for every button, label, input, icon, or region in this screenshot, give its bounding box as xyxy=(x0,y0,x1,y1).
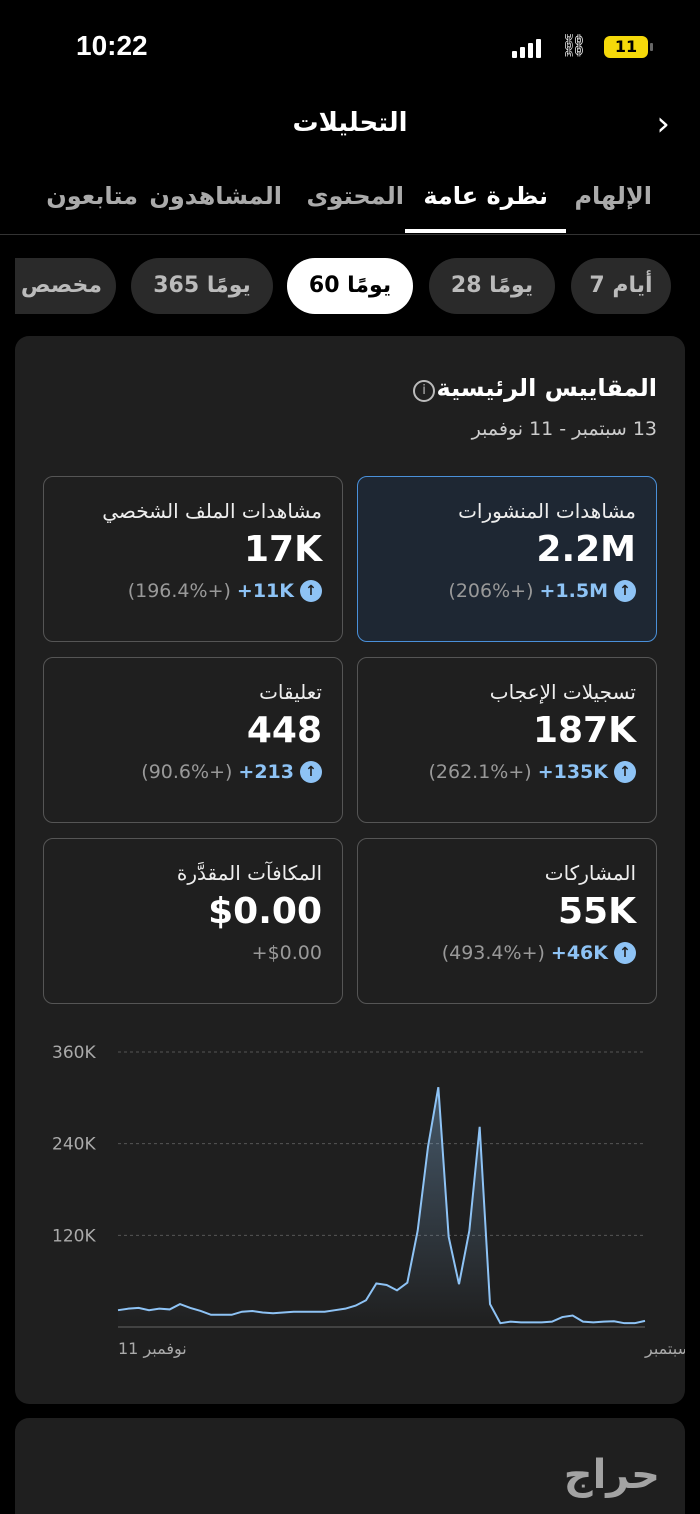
metric-card[interactable]: مشاهدات الملف الشخصي 17K ↑ 11K+ (+196.4%) xyxy=(43,476,343,642)
tab-followers[interactable]: متابعون xyxy=(46,182,138,210)
tab-overview[interactable]: نظرة عامة xyxy=(405,182,566,233)
metric-delta: ↑ 1.5M+ (+206%) xyxy=(378,580,636,602)
tab-bar: الإلهام نظرة عامة المحتوى المشاهدون متاب… xyxy=(0,178,700,235)
arrow-up-icon: ↑ xyxy=(300,580,322,602)
metric-label: مشاهدات المنشورات xyxy=(458,499,636,523)
delta-value: 46K+ xyxy=(550,942,608,964)
period-28-days[interactable]: 28 يومًا xyxy=(429,258,555,314)
link-icon: ⛓ xyxy=(560,34,588,59)
tab-audience[interactable]: المشاهدون xyxy=(149,182,282,210)
delta-value: 11K+ xyxy=(236,580,294,602)
clock: 10:22 xyxy=(76,30,148,61)
metric-card[interactable]: المكافآت المقدَّرة $0.00 $0.00+ xyxy=(43,838,343,1004)
delta-value: 213+ xyxy=(238,761,294,783)
delta-value: 135K+ xyxy=(537,761,608,783)
x-end-label: 11 نوفمبر xyxy=(118,1339,187,1359)
metric-card[interactable]: المشاركات 55K ↑ 46K+ (+493.4%) xyxy=(357,838,657,1004)
area-fill xyxy=(118,1087,645,1327)
metric-delta: ↑ 135K+ (+262.1%) xyxy=(378,761,636,783)
metric-card[interactable]: مشاهدات المنشورات 2.2M ↑ 1.5M+ (+206%) xyxy=(357,476,657,642)
metric-label: مشاهدات الملف الشخصي xyxy=(102,499,322,523)
delta-percent: (+206%) xyxy=(448,580,534,602)
delta-value: 1.5M+ xyxy=(539,580,609,602)
metric-label: تعليقات xyxy=(259,680,322,704)
signal-icon xyxy=(512,38,541,58)
info-icon[interactable]: i xyxy=(413,380,435,402)
period-60-days[interactable]: 60 يومًا xyxy=(287,258,413,314)
metric-delta: $0.00+ xyxy=(64,942,322,964)
metric-value: 448 xyxy=(246,710,322,751)
arrow-up-icon: ↑ xyxy=(614,580,636,602)
metric-value: 17K xyxy=(244,529,322,570)
metric-label: المشاركات xyxy=(544,861,636,885)
period-7-days[interactable]: 7 أيام xyxy=(571,258,671,314)
date-range: 13 سبتمبر - 11 نوفمبر xyxy=(471,418,657,440)
metric-label: تسجيلات الإعجاب xyxy=(489,680,636,704)
metric-value: 187K xyxy=(532,710,636,751)
y-tick-label: 120K xyxy=(52,1226,96,1246)
key-metrics-card: المقاييس الرئيسية i 13 سبتمبر - 11 نوفمب… xyxy=(15,336,685,1404)
series-line xyxy=(117,1086,646,1325)
chevron-right-icon[interactable]: › xyxy=(656,104,670,144)
arrow-up-icon: ↑ xyxy=(614,942,636,964)
page-title: التحليلات xyxy=(292,108,408,138)
metric-card[interactable]: تعليقات 448 ↑ 213+ (+90.6%) xyxy=(43,657,343,823)
watermark-logo: حراج xyxy=(563,1452,660,1498)
delta-percent: (+262.1%) xyxy=(428,761,532,783)
metric-delta: ↑ 11K+ (+196.4%) xyxy=(64,580,322,602)
delta-percent: (+196.4%) xyxy=(127,580,231,602)
status-bar: 10:22 ⛓ 11 xyxy=(0,30,700,70)
period-custom[interactable]: مخصص xyxy=(15,258,116,314)
next-card xyxy=(15,1418,685,1514)
delta-percent: (+90.6%) xyxy=(141,761,233,783)
delta-percent: $0.00+ xyxy=(251,942,322,964)
header: التحليلات › xyxy=(0,100,700,150)
metric-delta: ↑ 46K+ (+493.4%) xyxy=(378,942,636,964)
period-365-days[interactable]: 365 يومًا xyxy=(131,258,273,314)
x-start-label: 13 سبتمبر xyxy=(644,1339,685,1359)
delta-percent: (+493.4%) xyxy=(441,942,545,964)
metric-card[interactable]: تسجيلات الإعجاب 187K ↑ 135K+ (+262.1%) xyxy=(357,657,657,823)
arrow-up-icon: ↑ xyxy=(614,761,636,783)
metric-value: 55K xyxy=(558,891,636,932)
metric-value: $0.00 xyxy=(208,891,322,932)
metric-value: 2.2M xyxy=(536,529,636,570)
views-chart: 120K 240K 360K 13 سبتمبر 11 نوفمبر xyxy=(52,1043,685,1359)
metric-label: المكافآت المقدَّرة xyxy=(176,861,322,885)
period-selector: 7 أيام 28 يومًا 60 يومًا 365 يومًا مخصص xyxy=(0,258,700,314)
battery-icon: 11 xyxy=(604,36,653,58)
metric-delta: ↑ 213+ (+90.6%) xyxy=(64,761,322,783)
section-title: المقاييس الرئيسية xyxy=(436,374,657,402)
arrow-up-icon: ↑ xyxy=(300,761,322,783)
tab-inspiration[interactable]: الإلهام xyxy=(574,182,652,210)
y-tick-label: 240K xyxy=(52,1135,96,1155)
tab-content[interactable]: المحتوى xyxy=(306,182,404,210)
y-tick-label: 360K xyxy=(52,1043,96,1063)
